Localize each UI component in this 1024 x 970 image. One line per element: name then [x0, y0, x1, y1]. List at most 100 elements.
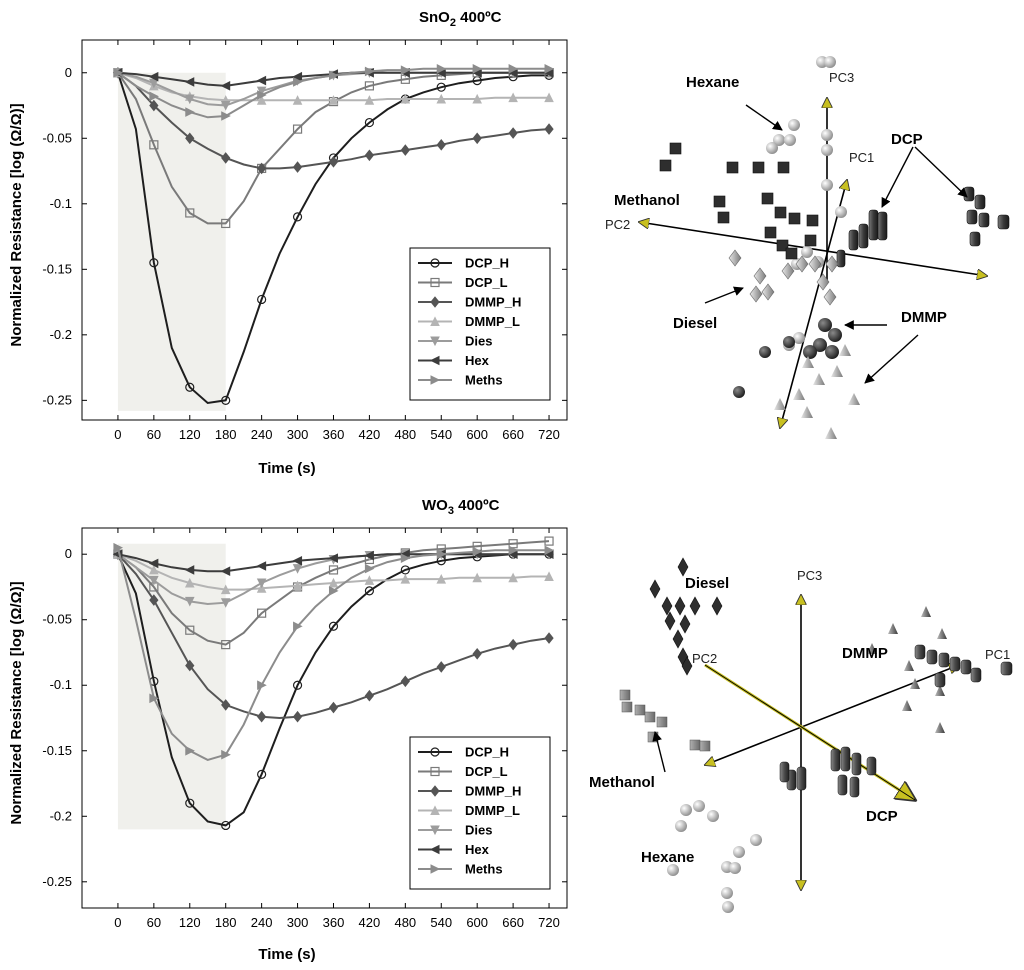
- series-dmmp-h: [113, 66, 554, 175]
- pc2-label: PC2: [605, 217, 630, 232]
- data-point: [544, 545, 555, 556]
- dcp-cluster: [836, 186, 1010, 268]
- data-point: [508, 127, 518, 139]
- data-point: [185, 625, 195, 635]
- x-tick-label: 240: [251, 915, 273, 930]
- data-point: [328, 156, 339, 168]
- dmmp-label: DMMP: [901, 309, 947, 326]
- data-point: [400, 65, 411, 75]
- y-tick-label: 0: [65, 546, 72, 561]
- data-point: [544, 632, 554, 644]
- data-point: [221, 820, 231, 831]
- x-tick-label: 60: [147, 427, 161, 442]
- data-point: [256, 561, 267, 571]
- data-point: [221, 152, 231, 164]
- x-tick-label: 180: [215, 427, 237, 442]
- chart-title: SnO2 400ºC: [419, 9, 502, 29]
- data-point: [148, 558, 159, 569]
- legend-marker: [430, 805, 440, 815]
- data-point: [328, 70, 339, 81]
- dmmp-label: DMMP: [842, 645, 888, 662]
- legend-item-dmmp-l: DMMP_L: [465, 314, 520, 329]
- series-hex: [112, 549, 554, 577]
- pc2-axis: [639, 222, 987, 276]
- data-point: [436, 139, 446, 151]
- dcp-cluster: [779, 746, 877, 798]
- data-point: [508, 545, 519, 556]
- legend-item-dmmp-h: DMMP_H: [465, 784, 521, 799]
- data-point: [292, 161, 303, 173]
- data-point: [256, 95, 267, 105]
- data-point: [400, 675, 410, 688]
- methanol-label: Methanol: [589, 774, 655, 791]
- data-point: [257, 90, 267, 100]
- data-point: [184, 94, 195, 105]
- plot-frame: [81, 527, 568, 909]
- y-tick-label: -0.1: [50, 196, 72, 211]
- data-point: [220, 598, 231, 608]
- data-point: [220, 81, 231, 91]
- x-tick-label: 60: [147, 915, 161, 930]
- y-axis-label: Normalized Resistance [log (Ω/Ω)]: [8, 581, 25, 824]
- x-tick-label: 600: [466, 915, 488, 930]
- x-tick-label: 540: [430, 915, 452, 930]
- x-tick-label: 720: [538, 915, 560, 930]
- data-point: [544, 64, 555, 74]
- data-point: [256, 578, 267, 589]
- data-point: [544, 571, 554, 581]
- legend-marker: [430, 825, 440, 836]
- data-point: [328, 565, 339, 575]
- legend: DCP_H DCP_L DMMP_H DMMP_L Dies Hex Meths: [409, 247, 551, 401]
- series-meths: [113, 542, 555, 761]
- data-point: [148, 71, 159, 82]
- data-point: [400, 553, 411, 563]
- legend-item-dcp-h: DCP_H: [465, 256, 509, 271]
- plot-frame: [81, 39, 568, 421]
- data-point: [328, 95, 339, 105]
- legend-item-dmmp-l: DMMP_L: [465, 803, 520, 818]
- data-point: [257, 680, 267, 691]
- x-tick-label: 660: [502, 915, 524, 930]
- x-tick-label: 0: [114, 915, 121, 930]
- data-point: [472, 93, 482, 104]
- data-point: [256, 75, 267, 86]
- data-point: [256, 710, 267, 723]
- legend-item-dies: Dies: [465, 823, 492, 838]
- data-point: [257, 608, 267, 618]
- pc2-label: PC2: [692, 651, 717, 666]
- data-point: [328, 701, 339, 714]
- y-tick-label: -0.15: [42, 261, 72, 276]
- data-point: [436, 64, 447, 74]
- data-point: [544, 92, 554, 103]
- wo3-pca-plot: PC3 PC2 PC1 Diesel DMMP Methanol DCP Hex…: [589, 557, 1013, 913]
- y-tick-label: 0: [65, 65, 72, 80]
- data-point: [221, 395, 231, 405]
- pca-axes: [705, 595, 959, 890]
- data-point: [364, 586, 375, 596]
- data-point: [149, 693, 159, 704]
- data-point: [400, 144, 410, 156]
- wo3-line-chart: WO3 400ºC 0 60 120 180 240 300 360 420 480 540 600…: [8, 497, 568, 963]
- data-point: [220, 101, 231, 111]
- data-point: [364, 575, 375, 585]
- legend-marker: [430, 296, 440, 308]
- data-point: [149, 99, 159, 112]
- data-point: [185, 382, 195, 392]
- x-tick-label: 600: [466, 427, 488, 442]
- data-point: [149, 258, 159, 268]
- data-point: [508, 638, 518, 651]
- data-point: [149, 140, 159, 150]
- data-point: [292, 580, 303, 591]
- legend-marker: [430, 375, 441, 385]
- x-axis-label: Time (s): [258, 946, 315, 963]
- x-tick-label: 720: [538, 427, 560, 442]
- data-point: [508, 572, 518, 583]
- data-point: [221, 111, 231, 121]
- data-point: [328, 553, 338, 563]
- diesel-cluster: [649, 557, 723, 676]
- data-point: [292, 710, 303, 723]
- data-point: [256, 583, 267, 593]
- data-point: [472, 132, 482, 145]
- diesel-cluster: [728, 249, 839, 306]
- data-point: [328, 586, 339, 596]
